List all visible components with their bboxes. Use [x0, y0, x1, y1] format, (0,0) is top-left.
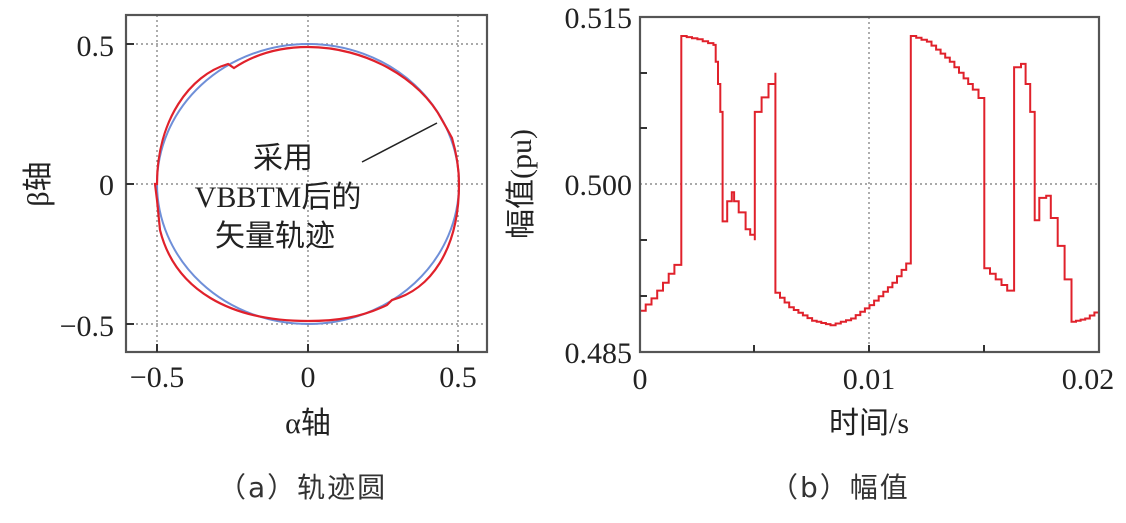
a-ytick-0: 0: [99, 169, 114, 202]
annotation-line-2: VBBTM后的: [195, 181, 362, 214]
annotation-line-1: 采用: [253, 142, 313, 175]
a-ytick-neg0.5: −0.5: [60, 310, 114, 343]
a-xtick-0: 0: [301, 361, 316, 394]
panel-b-amplitude: 0.515 0.500 0.485 0 0.01 0.02 时间/s 幅值(pu…: [505, 2, 1114, 440]
b-ylabel: 幅值(pu): [505, 129, 538, 239]
b-xlabel: 时间/s: [829, 407, 909, 440]
a-ylabel: β轴: [22, 161, 55, 206]
caption-a: （a）轨迹圆: [218, 471, 388, 504]
a-xlabel: α轴: [285, 407, 331, 440]
b-ytick-0.500: 0.500: [565, 169, 633, 202]
panel-b-grid: [640, 17, 1099, 352]
amplitude-trace: [640, 35, 1100, 327]
b-xtick-0.02: 0.02: [1062, 363, 1115, 396]
a-xtick-neg0.5: −0.5: [130, 361, 184, 394]
panel-a-trajectory-circle: 采用 VBBTM后的 矢量轨迹 0.5 0 −0.5 −0.5 0 0.5 α轴…: [22, 13, 489, 440]
b-ytick-0.515: 0.515: [565, 2, 633, 35]
b-xtick-0.01: 0.01: [843, 363, 896, 396]
annotation-leader-line: [361, 122, 438, 163]
b-xtick-0: 0: [633, 363, 648, 396]
a-xtick-0.5: 0.5: [439, 361, 477, 394]
caption-b: （b）幅值: [770, 471, 910, 504]
a-ytick-0.5: 0.5: [77, 30, 115, 63]
vbbtm-vector-trajectory: [153, 45, 461, 323]
b-ytick-0.485: 0.485: [565, 337, 633, 370]
annotation-line-3: 矢量轨迹: [215, 220, 335, 253]
